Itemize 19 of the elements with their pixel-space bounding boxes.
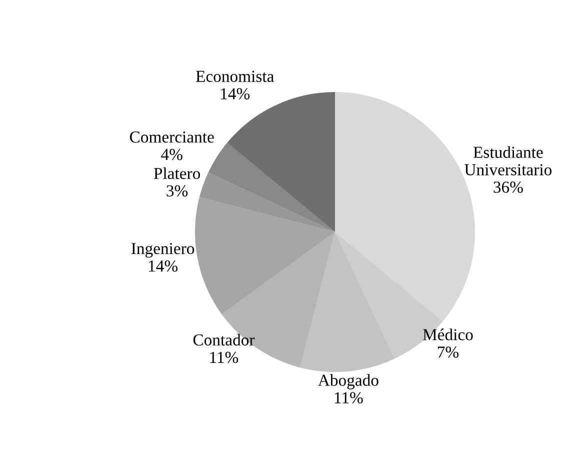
slice-label: Abogado: [318, 374, 378, 390]
slice-label: Economista: [196, 70, 274, 82]
data-label: 14%: [221, 88, 250, 100]
data-label: 14%: [148, 260, 178, 272]
data-label: 11%: [210, 352, 238, 364]
pie-slice: [208, 142, 335, 232]
slice-label: Estudiante Universitario: [464, 146, 552, 176]
data-label: 7%: [438, 346, 459, 358]
slice-label: Comerciante: [130, 131, 214, 143]
data-label: 4%: [161, 148, 182, 160]
slice-label: Médico: [423, 328, 473, 340]
pie-slice: [195, 197, 335, 314]
data-label: 36%: [494, 182, 523, 193]
slice-label: Platero: [154, 167, 200, 180]
slice-label: Ingeniero: [131, 242, 194, 258]
slice-label: Contador: [193, 334, 255, 346]
pie-slice: [199, 172, 335, 232]
data-label: 3%: [166, 185, 188, 197]
data-label: 11%: [334, 392, 363, 404]
